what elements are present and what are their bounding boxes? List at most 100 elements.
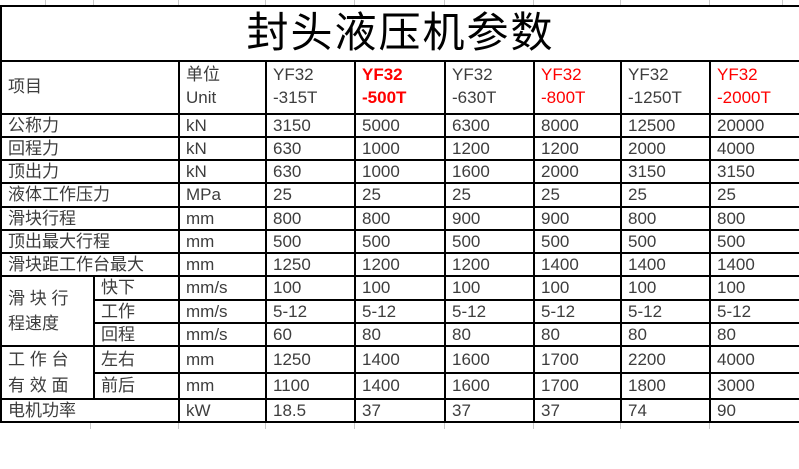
row-label: 公称力 <box>0 112 180 138</box>
sub-row-label: 工作 <box>93 298 180 324</box>
unit-cell: kN <box>178 112 267 138</box>
value-cell: 1250 <box>265 251 356 278</box>
value-cell: 500 <box>708 228 799 255</box>
value-cell: 5-12 <box>354 298 446 324</box>
value-cell: 1400 <box>708 251 799 278</box>
gridline-remnant <box>178 0 179 5</box>
value-cell: 1000 <box>354 135 446 162</box>
value-cell: 80 <box>620 321 711 348</box>
value-cell: 4000 <box>708 135 799 162</box>
value-cell: 800 <box>708 205 799 231</box>
gridline-remnant <box>265 423 266 430</box>
value-cell: 1400 <box>354 345 446 374</box>
gridline-remnant <box>709 423 710 430</box>
value-cell: 100 <box>265 275 356 301</box>
model-header-630t: YF32 -630T <box>444 59 535 115</box>
value-cell: 5-12 <box>620 298 711 324</box>
value-cell: 80 <box>354 321 446 348</box>
value-cell: 1400 <box>354 371 446 400</box>
unit-label-cn: 单位 <box>186 65 220 85</box>
value-cell: 1400 <box>533 251 622 278</box>
top-grid-remnant <box>0 0 799 5</box>
value-cell: 5-12 <box>533 298 622 324</box>
value-cell: 25 <box>444 182 535 208</box>
value-cell: 1200 <box>444 251 535 278</box>
sub-row-label: 回程 <box>93 321 180 348</box>
value-cell: 1000 <box>354 158 446 185</box>
value-cell: 1800 <box>620 371 711 400</box>
col-header-item: 项目 <box>0 59 180 115</box>
gridline-remnant <box>90 423 91 430</box>
value-cell: 37 <box>444 397 535 424</box>
value-cell: 1400 <box>620 251 711 278</box>
gridline-remnant <box>444 423 445 430</box>
value-cell: 900 <box>533 205 622 231</box>
value-cell: 630 <box>265 158 356 185</box>
sub-row-label: 快下 <box>93 275 180 301</box>
sub-row-label: 前后 <box>93 371 180 400</box>
value-cell: 20000 <box>708 112 799 138</box>
row-label: 顶出力 <box>0 158 180 185</box>
unit-label-en: Unit <box>186 88 217 107</box>
value-cell: 1250 <box>265 345 356 374</box>
row-label: 顶出最大行程 <box>0 228 180 255</box>
unit-cell: mm <box>178 205 267 231</box>
model-header-800t: YF32 -800T <box>533 59 622 115</box>
unit-cell: kN <box>178 158 267 185</box>
model-header-500t: YF32 -500T <box>354 59 446 115</box>
gridline-remnant <box>45 0 46 5</box>
value-cell: 2000 <box>533 158 622 185</box>
value-cell: 25 <box>708 182 799 208</box>
unit-cell: mm <box>178 345 267 374</box>
gridline-remnant <box>533 423 534 430</box>
value-cell: 1700 <box>533 345 622 374</box>
unit-cell: MPa <box>178 182 267 208</box>
value-cell: 500 <box>533 228 622 255</box>
model-header-2000t: YF32 -2000T <box>708 59 799 115</box>
value-cell: 25 <box>533 182 622 208</box>
page-title: 封头液压机参数 <box>0 5 799 62</box>
value-cell: 80 <box>708 321 799 348</box>
value-cell: 2000 <box>620 135 711 162</box>
value-cell: 18.5 <box>265 397 356 424</box>
unit-cell: mm <box>178 251 267 278</box>
value-cell: 90 <box>708 397 799 424</box>
unit-cell: mm/s <box>178 275 267 301</box>
sub-row-label: 左右 <box>93 345 180 374</box>
row-label: 滑块行程 <box>0 205 180 231</box>
value-cell: 74 <box>620 397 711 424</box>
value-cell: 4000 <box>708 345 799 374</box>
value-cell: 37 <box>533 397 622 424</box>
value-cell: 3000 <box>708 371 799 400</box>
value-cell: 1600 <box>444 158 535 185</box>
gridline-remnant <box>354 423 355 430</box>
value-cell: 100 <box>620 275 711 301</box>
col-header-unit: 单位 Unit <box>178 59 267 115</box>
value-cell: 100 <box>444 275 535 301</box>
value-cell: 100 <box>708 275 799 301</box>
value-cell: 25 <box>265 182 356 208</box>
unit-cell: mm <box>178 371 267 400</box>
group-label-worktable-area: 工 作 台 有 效 面 <box>0 345 95 400</box>
value-cell: 25 <box>620 182 711 208</box>
value-cell: 12500 <box>620 112 711 138</box>
group-label-slide-speed: 滑 块 行 程速度 <box>0 275 95 347</box>
value-cell: 800 <box>354 205 446 231</box>
gridline-remnant <box>533 0 534 5</box>
value-cell: 5000 <box>354 112 446 138</box>
value-cell: 800 <box>620 205 711 231</box>
value-cell: 1200 <box>533 135 622 162</box>
value-cell: 1600 <box>444 345 535 374</box>
value-cell: 8000 <box>533 112 622 138</box>
gridline-remnant <box>444 0 445 5</box>
value-cell: 2200 <box>620 345 711 374</box>
unit-cell: mm/s <box>178 321 267 348</box>
value-cell: 5-12 <box>444 298 535 324</box>
gridline-remnant <box>93 0 94 5</box>
gridline-remnant <box>620 423 621 430</box>
gridline-remnant <box>620 0 621 5</box>
value-cell: 500 <box>444 228 535 255</box>
value-cell: 1700 <box>533 371 622 400</box>
value-cell: 100 <box>533 275 622 301</box>
model-header-1250t: YF32 -1250T <box>620 59 711 115</box>
